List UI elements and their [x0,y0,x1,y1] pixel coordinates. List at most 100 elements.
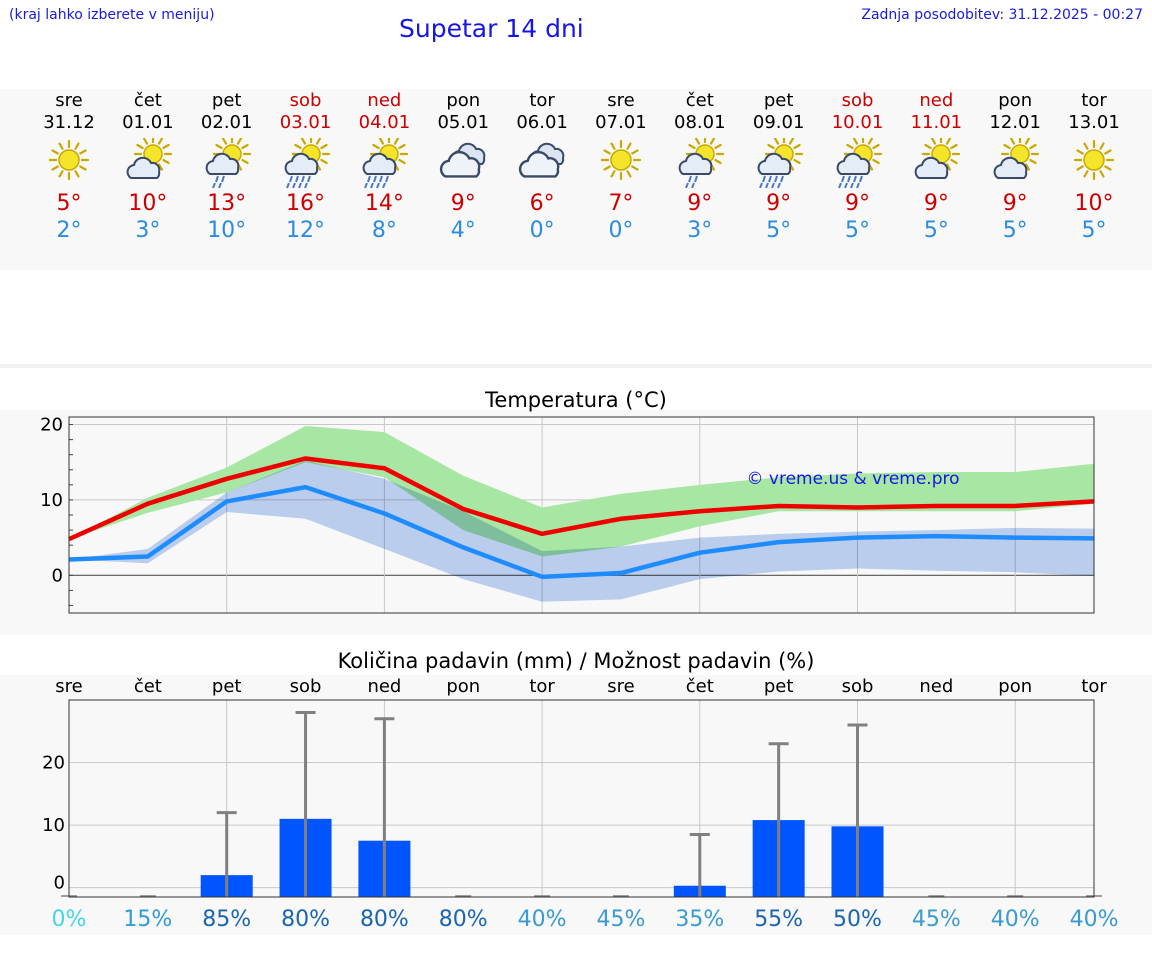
temp-max: 9° [687,191,713,216]
x-tick-label: pet [764,676,794,697]
day-name: čet [133,90,162,111]
day-date: 03.01 [279,112,332,133]
clouds-icon [517,138,567,188]
day-date: 13.01 [1068,112,1120,133]
temp-min: 5° [766,218,792,243]
x-tick-label: tor [1081,676,1107,697]
min-temp-line [68,484,1095,580]
precip-chance-label: 40% [991,907,1040,932]
temp-max: 9° [450,191,476,216]
temperature-chart: 0 10 20 © vreme.us & vreme.pro [40,415,1095,614]
day-date: 08.01 [674,112,726,133]
day-name: pon [446,90,481,111]
x-tick-label: čet [134,676,162,697]
day-date: 05.01 [437,112,490,133]
temp-min: 10° [207,218,247,243]
sun-cloud-icon [911,134,961,188]
precip-chance-label: 85% [202,907,251,932]
clouds-icon [438,138,488,188]
x-tick-label: tor [529,676,555,697]
y-tick-label: 20 [40,415,63,436]
page-title: Supetar 14 dni [399,14,584,43]
sun-cloud-rain-icon [281,134,331,189]
sun-cloud-rain-icon [754,134,804,189]
sun-icon [1069,138,1119,188]
precip-chance-label: 45% [596,907,645,932]
day-date: 11.01 [910,112,963,133]
day-name: čet [685,90,714,111]
day-name: tor [1081,90,1107,111]
day-date: 07.01 [595,112,647,133]
y-tick-label: 20 [42,753,65,774]
day-name: sob [289,90,322,111]
sun-cloud-light-rain-icon [202,134,252,189]
forecast-day: pet 09.01 9° 5° [739,90,819,244]
plot-frame [68,699,1095,898]
plot-frame [68,416,1095,614]
temp-max: 9° [1002,191,1028,216]
forecast-day: čet 01.01 10° 3° [108,90,188,244]
day-name: ned [367,90,402,111]
last-updated: Zadnja posodobitev: 31.12.2025 - 00:27 [861,7,1143,23]
precip-chance-label: 80% [439,907,488,932]
precip-chart-title: Količina padavin (mm) / Možnost padavin … [337,649,815,673]
temp-min: 3° [687,218,713,243]
temp-max: 10° [1074,191,1114,216]
temp-max: 16° [286,191,326,216]
temp-max: 7° [608,191,634,216]
temp-max: 9° [923,191,949,216]
x-tick-label: sre [55,676,82,697]
temp-max: 5° [56,191,82,216]
forecast-day: ned 11.01 9° 5° [896,90,976,244]
temp-min: 2° [56,218,82,243]
temp-min: 3° [135,218,161,243]
day-name: sre [607,90,635,111]
day-date: 01.01 [122,112,174,133]
temp-max: 6° [529,191,555,216]
day-name: sre [55,90,83,111]
forecast-day: sre 07.01 7° 0° [581,90,661,244]
x-tick-label: sob [842,676,874,697]
x-tick-label: pet [212,676,242,697]
day-date: 10.01 [831,112,884,133]
y-tick-label: 0 [52,565,63,586]
precip-chance-label: 45% [912,907,961,932]
temp-min: 5° [845,218,870,243]
temp-min: 12° [286,218,326,243]
forecast-day: tor 13.01 10° 5° [1054,90,1134,244]
sun-icon [44,138,94,188]
x-tick-label: pon [998,676,1032,697]
temp-min: 5° [1081,218,1107,243]
forecast-day: sob 03.01 16° 12° [266,90,346,244]
max-temp-line [68,456,1095,542]
forecast-day: pon 12.01 9° 5° [975,90,1055,244]
temp-min: 5° [923,218,949,243]
day-date: 06.01 [516,112,568,133]
temp-min: 0° [529,218,555,243]
forecast-day: ned 04.01 14° 8° [344,90,424,244]
temp-max: 13° [207,191,247,216]
day-date: 31.12 [43,112,95,133]
temp-min: 4° [450,218,476,243]
forecast-day: čet 08.01 9° 3° [660,90,740,244]
divider [0,364,1152,368]
day-name: sob [841,90,874,111]
sun-cloud-icon [990,134,1040,188]
day-date: 02.01 [200,112,253,133]
sun-cloud-light-rain-icon [675,134,725,189]
precip-chance-label: 40% [1070,907,1119,932]
temp-min: 8° [371,218,397,243]
y-tick-label: 10 [42,815,65,836]
day-name: ned [919,90,954,111]
day-date: 04.01 [358,112,411,133]
x-tick-label: sre [607,676,634,697]
x-tick-label: sob [290,676,322,697]
sun-cloud-rain-icon [833,134,883,189]
x-tick-label: pon [446,676,480,697]
y-tick-label: 0 [54,873,65,894]
precip-chance-label: 35% [675,907,724,932]
precip-chance-label: 80% [360,907,409,932]
day-name: pet [763,90,794,111]
sun-cloud-rain-icon [359,134,409,189]
forecast-day: sob 10.01 9° 5° [818,90,898,244]
